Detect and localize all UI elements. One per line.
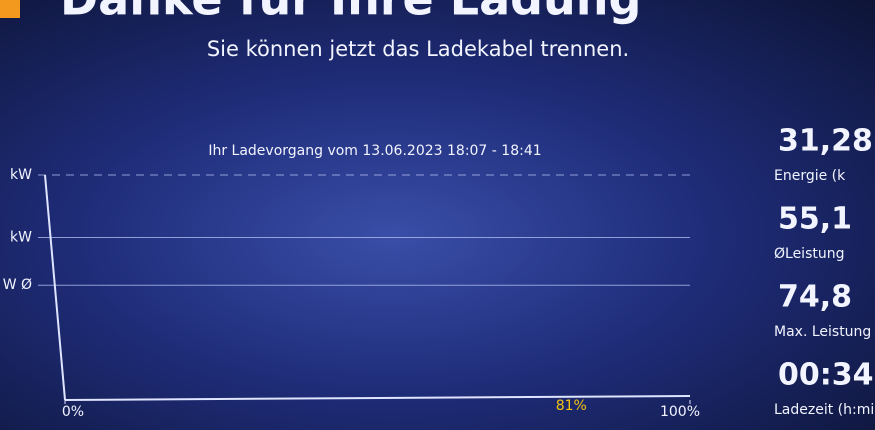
y-tick-label: W Ø xyxy=(3,277,32,293)
logo-icon xyxy=(0,0,20,18)
screen-title: Danke für Ihre Ladung xyxy=(60,0,641,26)
stat-value: 55,1 xyxy=(778,202,852,237)
x-axis xyxy=(64,395,691,401)
chart-title: Ihr Ladevorgang vom 13.06.2023 18:07 - 1… xyxy=(208,143,541,159)
chart: kW kW W Ø 0% 100% 81% xyxy=(3,167,700,420)
stats-panel: 31,28 Energie (k 55,1 ØLeistung 74,8 Max. Lei… xyxy=(774,124,874,419)
y-tick-label: kW xyxy=(10,230,32,246)
x-tick-label: 100% xyxy=(660,404,700,420)
stat-label: Energie (k xyxy=(774,168,846,184)
stat-value: 31,28 xyxy=(778,124,873,159)
y-tick-label: kW xyxy=(10,167,32,183)
stat-value: 00:34 xyxy=(778,358,874,393)
stat-label: Max. Leistung xyxy=(774,324,871,340)
x-tick-label: 0% xyxy=(62,404,84,420)
stat-label: Ladezeit (h:mi xyxy=(774,402,874,418)
stat-label: ØLeistung xyxy=(774,246,845,262)
subtitle: Sie können jetzt das Ladekabel trennen. xyxy=(207,37,629,61)
y-axis xyxy=(44,174,66,401)
annotation: 81% xyxy=(556,398,587,414)
stat-value: 74,8 xyxy=(778,280,852,315)
